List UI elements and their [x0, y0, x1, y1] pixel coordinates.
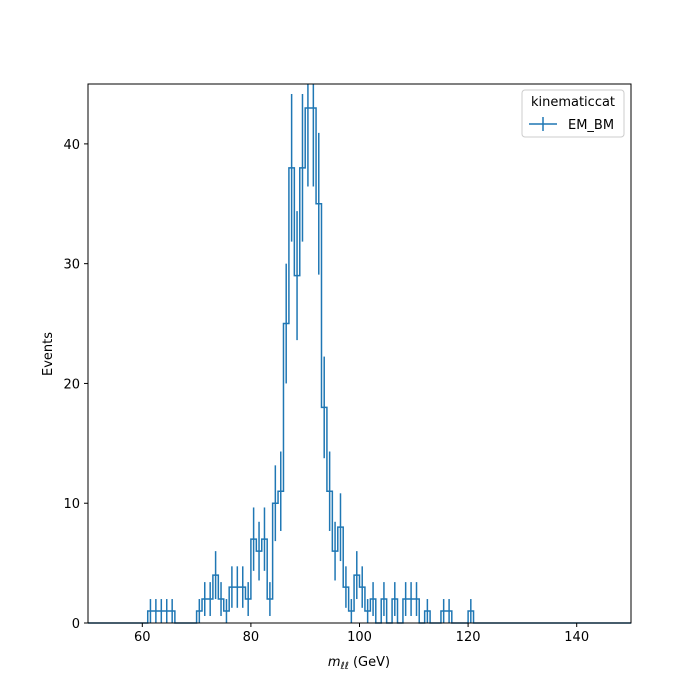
x-tick-label: 60 — [134, 630, 151, 645]
x-tick-label: 100 — [347, 630, 372, 645]
x-axis-ticks: 60 80 100 120 140 — [134, 623, 589, 645]
y-tick-label: 10 — [63, 497, 80, 512]
x-tick-label: 80 — [243, 630, 260, 645]
legend-entry-label: EM_BM — [568, 118, 614, 133]
x-axis-label: mℓℓ (GeV) — [328, 655, 390, 672]
y-tick-label: 40 — [63, 138, 80, 153]
legend-box — [521, 89, 625, 138]
y-axis-label: Events — [41, 332, 56, 376]
y-tick-label: 20 — [63, 377, 80, 392]
y-tick-label: 30 — [63, 258, 80, 273]
legend: kinematiccat EM_BM — [521, 89, 625, 138]
x-axis-label-symbol: m — [328, 655, 341, 670]
y-tick-label: 0 — [72, 617, 80, 632]
x-tick-label: 140 — [564, 630, 589, 645]
plot-area — [88, 84, 631, 624]
y-axis-ticks: 0 10 20 30 40 — [63, 138, 88, 632]
x-axis-label-unit: (GeV) — [349, 655, 390, 670]
legend-title: kinematiccat — [531, 95, 615, 110]
x-tick-label: 120 — [456, 630, 481, 645]
x-axis-label-subscript: ℓℓ — [341, 661, 349, 672]
